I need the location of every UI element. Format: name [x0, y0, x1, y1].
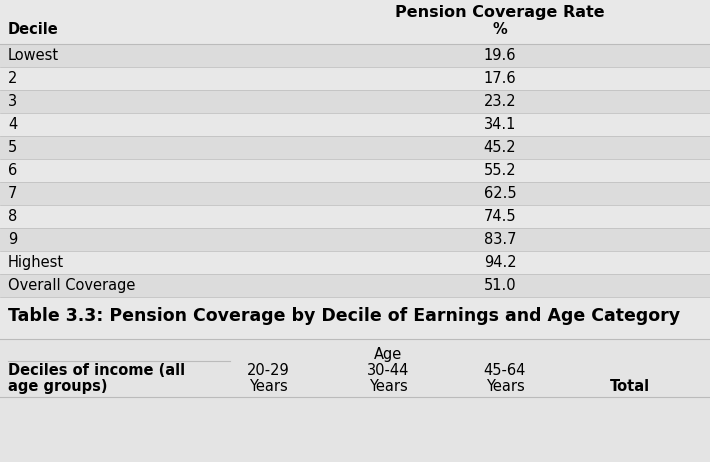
- Text: 20-29: 20-29: [246, 363, 290, 378]
- Bar: [0, 205, 710, 228]
- Text: Age: Age: [374, 347, 402, 362]
- Text: 23.2: 23.2: [484, 94, 516, 109]
- Text: Decile: Decile: [8, 22, 59, 37]
- Bar: [0, 182, 710, 205]
- Bar: [0, 67, 710, 90]
- Text: 5: 5: [8, 140, 17, 155]
- Text: Lowest: Lowest: [8, 48, 59, 63]
- Bar: [0, 339, 710, 462]
- Bar: [0, 228, 710, 251]
- Text: 51.0: 51.0: [484, 278, 516, 293]
- Text: 3: 3: [8, 94, 17, 109]
- Text: Total: Total: [610, 379, 650, 394]
- Text: Years: Years: [368, 379, 408, 394]
- Text: 45-64: 45-64: [484, 363, 526, 378]
- Text: Years: Years: [248, 379, 288, 394]
- Text: 34.1: 34.1: [484, 117, 516, 132]
- Text: 17.6: 17.6: [484, 71, 516, 86]
- Text: age groups): age groups): [8, 379, 107, 394]
- Bar: [0, 251, 710, 274]
- Text: 9: 9: [8, 232, 17, 247]
- Text: 83.7: 83.7: [484, 232, 516, 247]
- Text: 2: 2: [8, 71, 17, 86]
- Text: 94.2: 94.2: [484, 255, 516, 270]
- Text: Overall Coverage: Overall Coverage: [8, 278, 136, 293]
- Text: %: %: [493, 22, 508, 37]
- Bar: [0, 136, 710, 159]
- Text: 7: 7: [8, 186, 17, 201]
- Bar: [0, 274, 710, 297]
- Bar: [0, 44, 710, 67]
- Text: Pension Coverage Rate: Pension Coverage Rate: [395, 5, 605, 20]
- Text: 4: 4: [8, 117, 17, 132]
- Bar: [0, 113, 710, 136]
- Text: 62.5: 62.5: [484, 186, 516, 201]
- Text: 45.2: 45.2: [484, 140, 516, 155]
- Bar: [0, 159, 710, 182]
- Bar: [0, 297, 710, 345]
- Text: 6: 6: [8, 163, 17, 178]
- Text: 30-44: 30-44: [367, 363, 409, 378]
- Text: 74.5: 74.5: [484, 209, 516, 224]
- Text: 19.6: 19.6: [484, 48, 516, 63]
- Text: 55.2: 55.2: [484, 163, 516, 178]
- Text: Years: Years: [486, 379, 525, 394]
- Text: Table 3.3: Pension Coverage by Decile of Earnings and Age Category: Table 3.3: Pension Coverage by Decile of…: [8, 307, 680, 325]
- Text: Highest: Highest: [8, 255, 64, 270]
- Text: Deciles of income (all: Deciles of income (all: [8, 363, 185, 378]
- Bar: [0, 90, 710, 113]
- Text: 8: 8: [8, 209, 17, 224]
